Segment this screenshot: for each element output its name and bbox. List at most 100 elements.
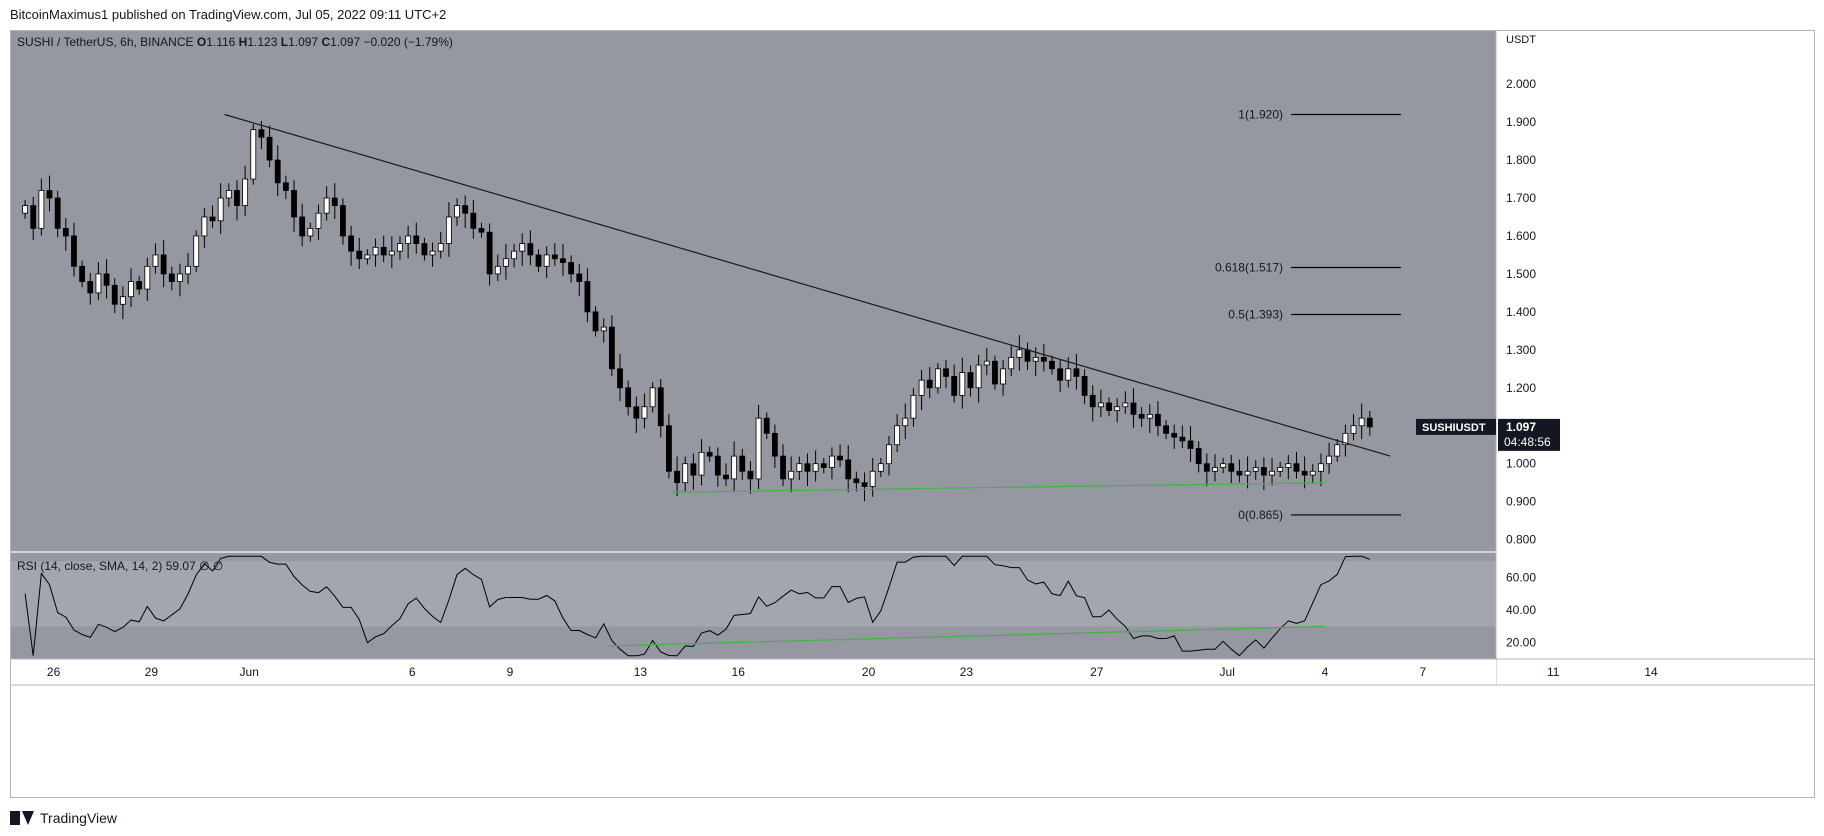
candle-body xyxy=(1350,425,1357,434)
candle-body xyxy=(861,482,868,487)
candle-body xyxy=(1228,463,1235,472)
candle-body xyxy=(894,425,901,446)
candle-body xyxy=(291,190,297,218)
candle-body xyxy=(340,205,346,237)
candle-body xyxy=(217,197,224,222)
price-tick-label: 1.200 xyxy=(1506,381,1536,395)
candle-body xyxy=(462,205,469,214)
close-value: 1.097 xyxy=(330,35,363,49)
candle-body xyxy=(771,432,778,457)
candle-body xyxy=(470,212,477,229)
change-value: −0.020 (−1.79%) xyxy=(363,35,452,49)
candle-body xyxy=(380,246,387,256)
rsi-tick-label: 20.00 xyxy=(1506,636,1536,650)
open-value: 1.116 xyxy=(206,35,238,49)
candle-body xyxy=(1000,368,1006,385)
candle-body xyxy=(869,470,876,487)
candle-body xyxy=(763,417,770,434)
candle-body xyxy=(837,455,843,461)
candle-countdown: 04:48:56 xyxy=(1504,435,1551,449)
candle-body xyxy=(1163,425,1169,434)
candle-body xyxy=(641,406,648,419)
time-tick-label: 26 xyxy=(47,665,61,679)
candle-body xyxy=(551,254,558,260)
candle-body xyxy=(633,406,640,419)
candle-body xyxy=(992,360,998,385)
candle-body xyxy=(576,273,583,282)
candle-body xyxy=(1269,470,1275,476)
candle-body xyxy=(527,243,534,256)
time-tick-label: 9 xyxy=(507,665,514,679)
footer-brand[interactable]: TradingView xyxy=(40,810,118,826)
candle-body xyxy=(388,250,395,256)
symbol-name: SUSHI / TetherUS, 6h, BINANCE xyxy=(17,35,197,49)
price-tick-label: 1.500 xyxy=(1506,267,1536,281)
price-chart[interactable]: 1(1.920) 0.618(1.517) 0.5(1.393) 0(0.865) U… xyxy=(11,31,1814,797)
candle-body xyxy=(951,376,958,396)
candle-body xyxy=(168,273,175,282)
candle-body xyxy=(910,394,917,419)
candle-body xyxy=(1334,444,1341,457)
candle-body xyxy=(535,254,542,267)
candle-body xyxy=(617,368,623,389)
candle-body xyxy=(796,463,803,472)
candle-body xyxy=(1220,463,1227,468)
candle-body xyxy=(706,451,713,457)
support-line xyxy=(672,482,1326,493)
candle-body xyxy=(494,265,501,275)
candle-body xyxy=(1277,467,1284,472)
candle-body xyxy=(649,387,656,408)
candle-body xyxy=(1285,463,1292,468)
candle-body xyxy=(307,227,314,237)
candle-body xyxy=(1065,368,1072,381)
candle-body xyxy=(1301,470,1308,476)
publisher-line: BitcoinMaximus1 published on TradingView… xyxy=(0,0,1824,30)
low-label: L xyxy=(281,35,288,49)
candle-body xyxy=(1049,360,1055,370)
candle-body xyxy=(144,265,151,290)
candle-body xyxy=(1081,376,1088,396)
candle-body xyxy=(788,470,795,480)
candle-body xyxy=(1097,402,1104,408)
candle-body xyxy=(568,262,575,275)
candle-body xyxy=(934,368,941,389)
time-axis-bg xyxy=(11,659,1496,685)
candle-body xyxy=(1260,467,1267,476)
price-tick-label: 1.600 xyxy=(1506,229,1536,243)
high-label: H xyxy=(239,35,248,49)
time-tick-label: 23 xyxy=(960,665,974,679)
candle-body xyxy=(812,463,819,472)
candle-body xyxy=(918,379,925,396)
candle-body xyxy=(38,190,45,229)
current-price-label: 1.097 xyxy=(1506,420,1536,434)
candle-body xyxy=(503,258,509,267)
candle-body xyxy=(519,243,526,252)
footer: TradingView xyxy=(10,806,117,830)
candle-body xyxy=(87,281,94,294)
candle-body xyxy=(1114,406,1121,411)
time-tick-label: 29 xyxy=(145,665,159,679)
candle-body xyxy=(723,474,729,480)
time-tick-label: 27 xyxy=(1090,665,1104,679)
candle-body xyxy=(1179,436,1186,442)
fib-level-label: 0.618(1.517) xyxy=(1215,260,1283,274)
open-label: O xyxy=(197,35,206,49)
candle-body xyxy=(1008,357,1015,370)
candle-body xyxy=(478,227,485,233)
candle-body xyxy=(242,178,249,206)
price-tick-label: 0.800 xyxy=(1506,533,1536,547)
price-tick-label: 2.000 xyxy=(1506,77,1536,91)
time-tick-label: 20 xyxy=(862,665,876,679)
candle-body xyxy=(1146,413,1153,419)
candle-body xyxy=(1244,470,1251,476)
candle-body xyxy=(1040,357,1047,362)
candle-body xyxy=(46,190,53,199)
candle-body xyxy=(690,463,697,476)
candle-body xyxy=(356,250,363,260)
candle-body xyxy=(1130,402,1137,415)
price-tag-bg xyxy=(1498,418,1560,451)
candle-body xyxy=(282,182,289,191)
candle-body xyxy=(853,478,860,484)
candle-body xyxy=(225,190,232,199)
candle-body xyxy=(299,216,306,237)
